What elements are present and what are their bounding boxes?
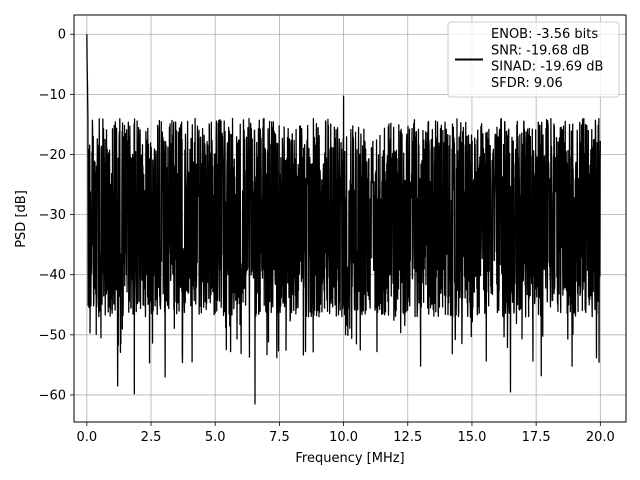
y-tick-label: −10 [39,88,66,103]
x-axis: 0.0 2.5 5.0 7.5 10.0 12.5 15.0 17.5 20.0 [76,422,615,445]
x-tick-label: 0.0 [76,430,97,445]
y-tick-label: −60 [39,388,66,403]
y-tick-label: −30 [39,208,66,223]
series-layer [86,34,601,405]
x-tick-label: 10.0 [329,430,358,445]
legend-text-line: SNR: -19.68 dB [491,43,589,58]
y-tick-label: −50 [39,328,66,343]
plot-frame [73,14,627,423]
legend: ENOB: -3.56 bits SNR: -19.68 dB SINAD: -19… [447,21,620,98]
y-axis: 0 −10 −20 −30 −40 −50 −60 [39,28,74,403]
x-tick-label: 17.5 [522,430,551,445]
x-tick-label: 12.5 [393,430,422,445]
legend-text-line: SINAD: -19.69 dB [491,60,603,75]
x-tick-label: 7.5 [269,430,290,445]
x-tick-label: 20.0 [586,430,615,445]
x-tick-label: 5.0 [205,430,226,445]
y-tick-label: −40 [39,268,66,283]
y-tick-label: −20 [39,148,66,163]
psd-line [86,34,601,405]
x-tick-label: 15.0 [457,430,486,445]
x-tick-label: 2.5 [141,430,162,445]
legend-box [447,21,620,98]
y-tick-label: 0 [58,28,66,43]
legend-text-line: SFDR: 9.06 [491,76,563,91]
y-axis-label: PSD [dB] [14,190,29,248]
legend-label: ENOB: -3.56 bits SNR: -19.68 dB SINAD: -19… [491,27,603,91]
legend-text-line: ENOB: -3.56 bits [491,27,598,42]
x-axis-label: Frequency [MHz] [295,451,404,466]
